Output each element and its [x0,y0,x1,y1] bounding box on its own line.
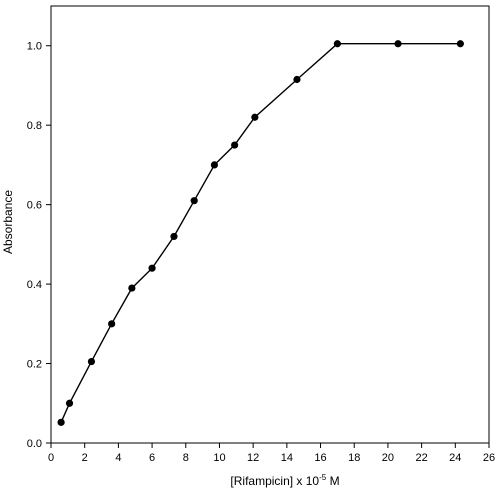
x-tick-label: 6 [149,452,155,464]
data-point [128,284,136,292]
y-tick-label: 0.2 [27,359,42,371]
x-axis-title-main: [Rifampicin] x 10 [230,474,319,488]
y-tick-label: 1.0 [27,41,42,53]
x-axis-title-unit: M [326,474,339,488]
data-point [65,399,74,407]
y-axis-title: Absorbance [1,190,15,254]
plot-frame [50,5,490,444]
x-tick-label: 12 [247,452,259,464]
data-point [333,40,341,48]
data-point [293,75,301,84]
x-tick-label: 0 [48,452,54,464]
data-point [394,40,402,48]
x-axis-title-exponent: -5 [319,473,327,482]
y-tick-label: 0.8 [27,120,42,132]
x-tick-label: 14 [281,452,293,464]
x-tick-label: 8 [183,452,189,464]
data-point [210,161,219,169]
data-point [251,113,259,121]
x-tick-label: 26 [483,452,495,464]
data-point [87,357,96,366]
x-tick-label: 4 [115,452,121,464]
x-axis-title: [Rifampicin] x 10-5 M [230,473,339,488]
x-tick-label: 10 [213,452,225,464]
y-tick-label: 0.6 [27,200,42,212]
data-point [231,141,239,149]
data-point [108,320,116,328]
x-tick-label: 2 [82,452,88,464]
plot-area: 0 2 4 6 8 10 12 14 16 18 20 22 24 260.00.20.40.60.81.… [27,5,495,464]
y-tick-label: 0.0 [27,438,42,450]
x-tick-label: 24 [449,452,461,464]
series-line [60,43,461,423]
x-tick-label: 22 [415,452,427,464]
data-point [148,264,156,272]
data-point [456,40,464,48]
x-tick-label: 18 [348,452,360,464]
y-tick-label: 0.4 [27,279,42,291]
x-tick-label: 20 [382,452,394,464]
data-point [57,418,65,426]
data-point [170,232,178,241]
data-point [190,197,198,205]
x-tick-label: 16 [314,452,326,464]
